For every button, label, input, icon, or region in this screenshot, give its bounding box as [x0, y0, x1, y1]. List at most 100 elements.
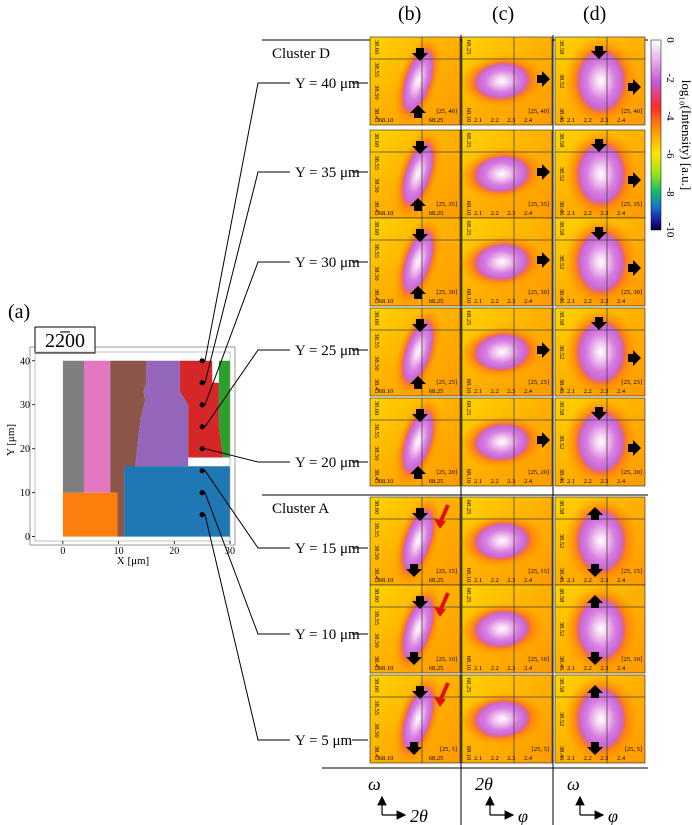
panel-ytick: 38.60: [373, 40, 380, 55]
marker-arrow-icon: [628, 350, 641, 366]
panel-xtick: 68.10: [379, 117, 394, 124]
panel-xtick: 2.1: [567, 298, 575, 305]
marker-arrow-icon: [410, 376, 426, 389]
row-label-1: Y = 35 μm: [295, 165, 360, 181]
axis-glyph-d: ω φ: [567, 774, 618, 825]
panel-ytick: 68.25: [465, 678, 472, 693]
panel-xtick: 2.3: [600, 665, 608, 672]
colorbar-label: log₁₀(Intensity) [a.u.]: [679, 80, 692, 191]
panel-ytick: 38.45: [373, 568, 380, 583]
panel-xtick: 2.1: [474, 210, 482, 217]
panel-ytick: 38.58: [558, 133, 565, 148]
panel-xtick: 2.1: [474, 755, 482, 762]
panel-ytick: 38.60: [373, 221, 380, 236]
axis-b-up: ω: [368, 774, 381, 794]
panel-xtick: 2.4: [524, 210, 533, 217]
panel-xtick: 2.2: [584, 478, 592, 485]
panel-ytick: 68.10: [465, 469, 472, 484]
marker-arrow-icon: [628, 79, 641, 95]
panel-label-a: (a): [8, 301, 30, 323]
panel-xtick: 68.25: [429, 210, 444, 217]
cluster-a-label: Cluster A: [272, 501, 329, 517]
panel-ytick: 38.45: [373, 108, 380, 123]
marker-arrow-icon: [412, 409, 428, 422]
panel-xtick: 2.1: [567, 117, 575, 124]
panel-ytick: 38.46: [558, 568, 565, 583]
panel-ytick: 38.50: [373, 446, 380, 461]
map-xlabel: X [μm]: [117, 555, 149, 567]
panel-ytick: 38.60: [373, 133, 380, 148]
grain-grey: [62, 360, 84, 493]
marker-arrow-icon: [410, 198, 426, 211]
panel-ytick: 38.50: [373, 85, 380, 100]
map-ytick-label: 10: [20, 488, 30, 499]
panel-xtick: 2.3: [600, 298, 608, 305]
reflection-label: 22̅00: [45, 330, 85, 352]
panel-xtick: 2.4: [617, 210, 626, 217]
colorbar-tick: 0: [664, 37, 676, 43]
panel-xtick: 68.10: [379, 478, 394, 485]
marker-arrow-icon: [412, 508, 428, 521]
position-tag: [25, 20]: [436, 469, 457, 476]
panel-ytick: 38.50: [373, 723, 380, 738]
panel-ytick: 38.46: [558, 656, 565, 671]
panel-xtick: 2.2: [491, 117, 499, 124]
map-ytick-label: 0: [25, 532, 30, 543]
panel-ytick: 38.55: [373, 62, 380, 77]
panel-d-row-5: [25, 15] 38.58 38.52 38.46 2.1 2.2 2.3 2.4: [554, 496, 646, 586]
position-tag: [25, 20]: [621, 469, 642, 476]
panel-ytick: 68.25: [465, 500, 472, 515]
position-tag: [25, 30]: [621, 289, 642, 296]
row-label-6: Y = 10 μm: [295, 627, 360, 643]
panel-d-row-3: [25, 25] 38.58 38.52 38.46 2.1 2.2 2.3 2.4: [554, 307, 646, 397]
panel-ytick: 38.46: [558, 108, 565, 123]
axis-d-right: φ: [608, 806, 618, 825]
marker-arrow-icon: [591, 46, 607, 59]
marker-arrow-icon: [587, 742, 603, 755]
panel-xtick: 2.2: [584, 755, 592, 762]
panel-xtick: 68.10: [379, 755, 394, 762]
panel-label-b: (b): [398, 3, 421, 25]
panel-ytick: 38.60: [373, 401, 380, 416]
panel-xtick: 68.25: [429, 298, 444, 305]
panel-ytick: 38.55: [373, 333, 380, 348]
panel-ytick: 68.10: [465, 108, 472, 123]
position-tag: [25, 10]: [436, 656, 457, 663]
panel-ytick: 38.50: [373, 633, 380, 648]
panel-ytick: 38.58: [558, 500, 565, 515]
row-label-7: Y = 5 μm: [295, 733, 353, 749]
panel-xtick: 2.1: [474, 665, 482, 672]
map-ytick-label: 20: [20, 444, 30, 455]
panel-xtick: 2.1: [474, 577, 482, 584]
position-tag: [25, 20]: [528, 469, 549, 476]
colorbar: 0 -2 -4 -6 -8 -10 log₁₀(Intensity) [a.u.]: [650, 37, 692, 238]
panel-xtick: 2.3: [507, 298, 515, 305]
marker-arrow-icon: [591, 139, 607, 152]
panel-ytick: 68.25: [465, 311, 472, 326]
panel-ytick: 38.60: [373, 311, 380, 326]
reflection-box: [34, 326, 96, 354]
panel-xtick: 2.1: [567, 755, 575, 762]
position-tag: [25, 5]: [532, 746, 549, 753]
panel-ytick: 68.25: [465, 133, 472, 148]
panel-xtick: 2.3: [600, 755, 608, 762]
panel-ytick: 38.45: [373, 469, 380, 484]
panel-c-row-7: [25, 5] 68.25 68.10 2.1 2.2 2.3 2.4: [460, 674, 553, 764]
panel-xtick: 68.10: [379, 388, 394, 395]
panel-ytick: 38.50: [373, 545, 380, 560]
panel-xtick: 2.3: [507, 755, 515, 762]
position-tag: [25, 10]: [621, 656, 642, 663]
colorbar-tick: -4: [664, 111, 676, 121]
marker-arrow-icon: [587, 564, 603, 577]
position-tag: [25, 10]: [528, 656, 549, 663]
marker-arrow-icon: [591, 227, 607, 240]
panel-xtick: 2.2: [491, 210, 499, 217]
position-tag: [25, 25]: [528, 379, 549, 386]
panel-c-row-0: [25, 40] 68.25 68.10 2.1 2.2 2.3 2.4: [460, 36, 553, 126]
position-tag: [25, 15]: [528, 568, 549, 575]
panel-c-row-4: [25, 20] 68.25 68.10 2.1 2.2 2.3 2.4: [460, 397, 553, 487]
marker-arrow-icon: [412, 141, 428, 154]
